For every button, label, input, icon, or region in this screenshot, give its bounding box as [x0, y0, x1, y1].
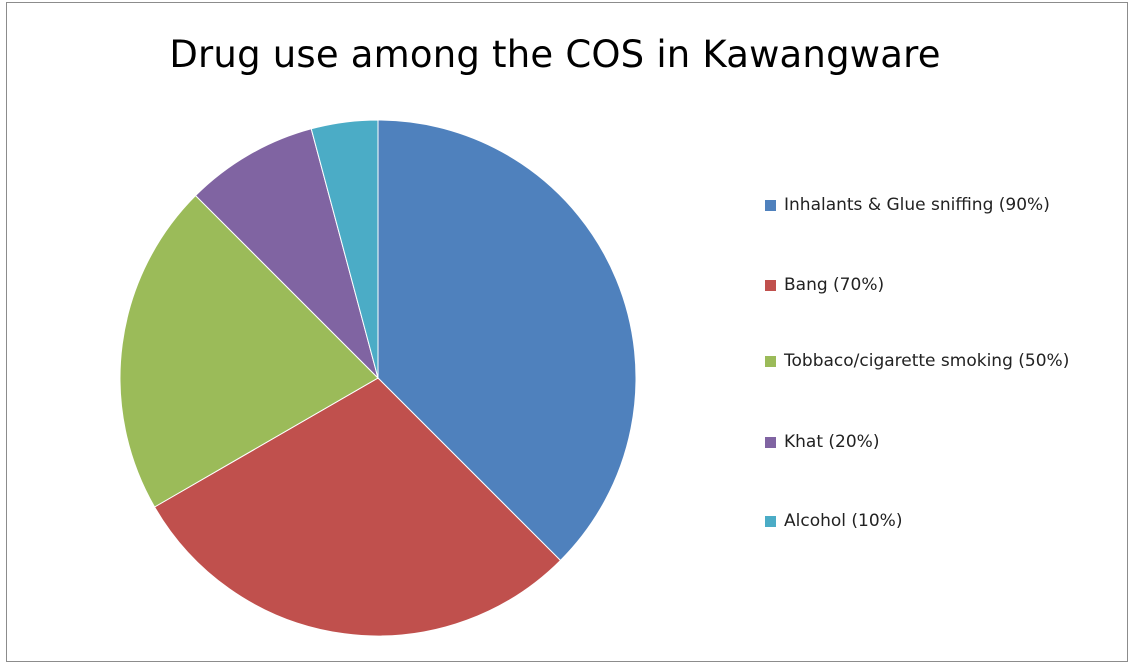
pie-slice-1 [153, 377, 562, 637]
pie-slice-3 [194, 128, 379, 380]
legend-swatch [765, 437, 776, 448]
legend-swatch [765, 200, 776, 211]
pie-chart [119, 119, 637, 637]
pie-slice-0 [377, 119, 637, 562]
pie-slice-2 [119, 194, 379, 508]
legend-item: Alcohol (10%) [765, 509, 1114, 533]
legend-swatch [765, 280, 776, 291]
legend-swatch [765, 516, 776, 527]
legend-label: Tobbaco/cigarette smoking (50%) [784, 351, 1070, 371]
legend-item: Bang (70%) [765, 273, 1114, 297]
pie-slices [119, 119, 637, 637]
legend-item: Khat (20%) [765, 430, 1114, 454]
legend-item: Tobbaco/cigarette smoking (50%) [765, 349, 1114, 373]
legend-label: Bang (70%) [784, 275, 885, 295]
legend-label: Alcohol (10%) [784, 511, 903, 531]
legend-label: Khat (20%) [784, 432, 880, 452]
legend-label: Inhalants & Glue sniffing (90%) [784, 195, 1050, 215]
legend-item: Inhalants & Glue sniffing (90%) [765, 193, 1114, 217]
chart-area: Drug use among the COS in Kawangware Inh… [6, 2, 1128, 662]
pie-slice-4 [310, 119, 379, 379]
chart-title: Drug use among the COS in Kawangware [169, 33, 941, 76]
legend-swatch [765, 356, 776, 367]
